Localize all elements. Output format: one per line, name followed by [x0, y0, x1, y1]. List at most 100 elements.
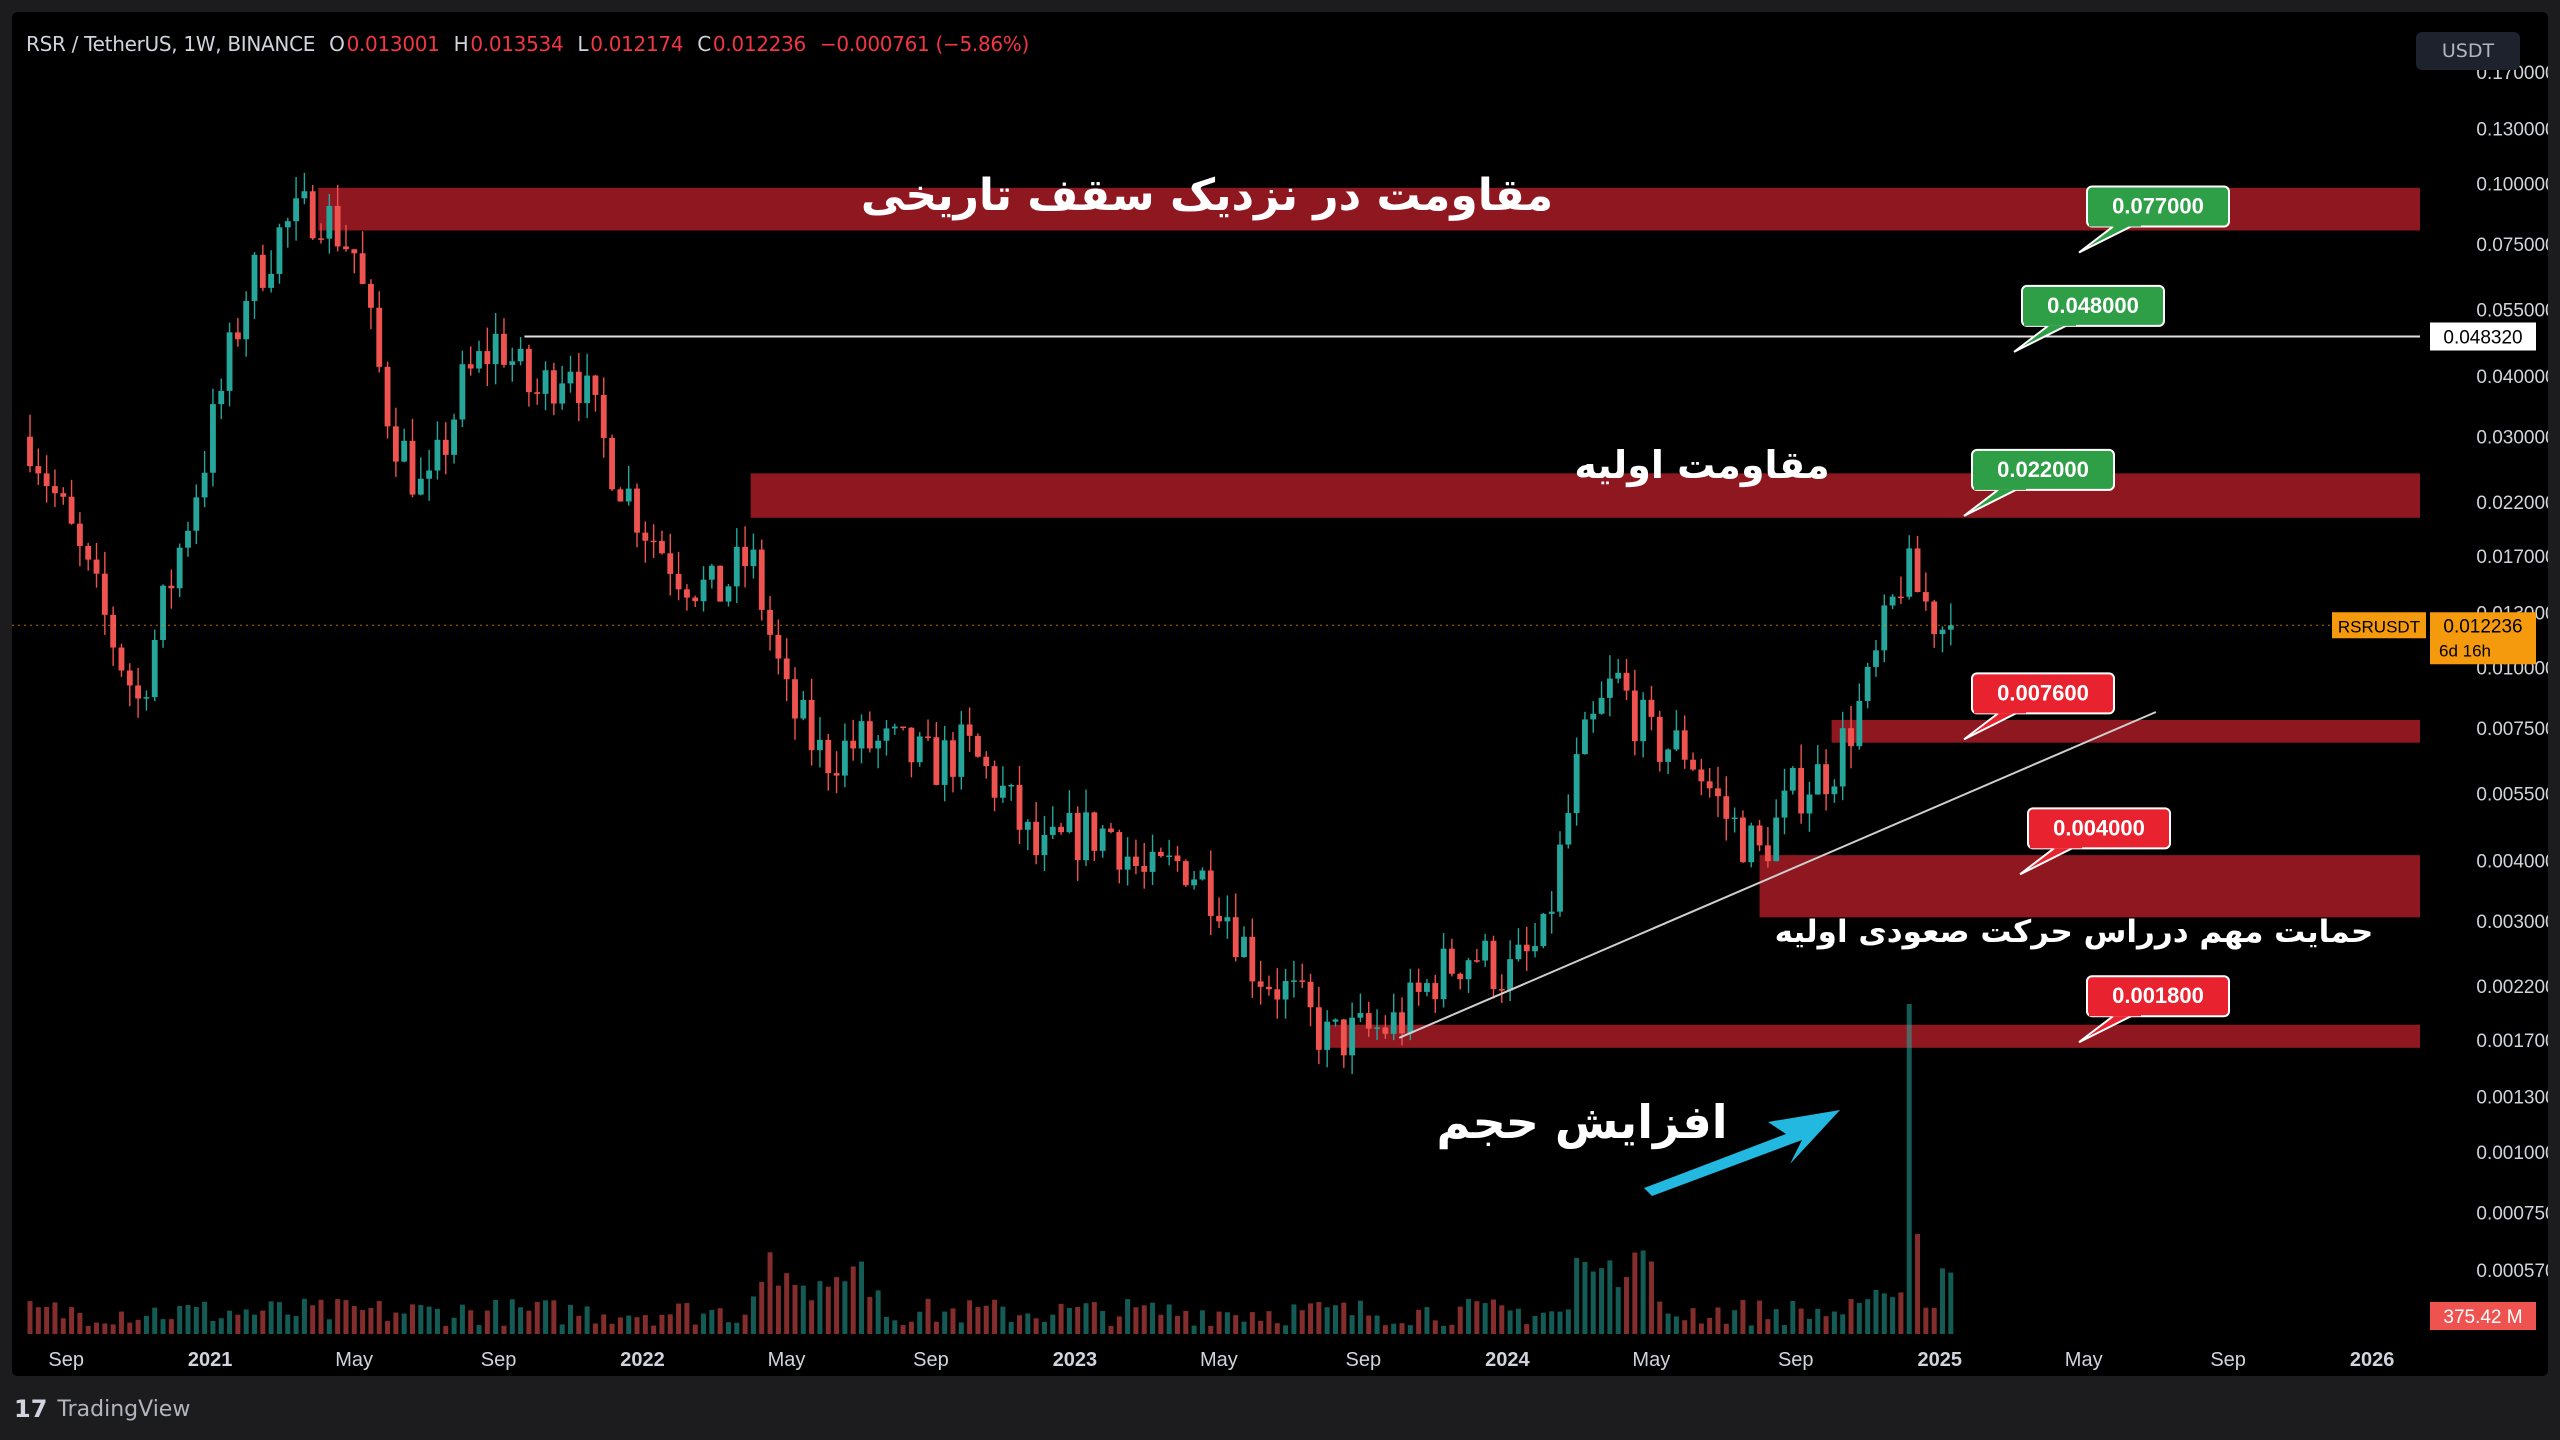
- candle-body: [1814, 764, 1821, 795]
- volume-bar: [1790, 1300, 1796, 1334]
- candle-body: [1789, 767, 1796, 791]
- volume-bar: [1707, 1317, 1713, 1334]
- candle-body: [1133, 856, 1139, 867]
- volume-bar: [227, 1310, 233, 1334]
- candle-body: [293, 198, 299, 222]
- volume-bar: [1615, 1287, 1621, 1334]
- currency-button[interactable]: USDT: [2416, 32, 2520, 70]
- candle-body: [625, 488, 632, 502]
- volume-bar: [476, 1325, 482, 1334]
- price-axis-tick: 0.000570: [2476, 1261, 2548, 1282]
- volume-bar: [1948, 1272, 1954, 1334]
- footer-branding[interactable]: 17 TradingView: [14, 1384, 190, 1434]
- volume-bar: [85, 1325, 91, 1334]
- candle-body: [1083, 812, 1089, 861]
- candle-body: [1864, 666, 1871, 701]
- volume-bar: [534, 1301, 540, 1334]
- candle-body: [318, 238, 324, 240]
- volume-bar: [908, 1321, 914, 1334]
- volume-bar: [1441, 1325, 1447, 1334]
- candle-body: [966, 724, 973, 736]
- volume-bar: [576, 1315, 582, 1334]
- volume-bar: [135, 1319, 141, 1334]
- volume-bar: [692, 1324, 698, 1334]
- volume-bar: [1940, 1268, 1945, 1334]
- candle-body: [1922, 592, 1929, 602]
- candle-body: [1582, 719, 1588, 755]
- volume-bar: [1416, 1309, 1422, 1334]
- price-label-pointer: [1963, 489, 2017, 517]
- candle-body: [218, 390, 225, 405]
- volume-bar: [1266, 1311, 1272, 1334]
- candle-body: [193, 497, 200, 531]
- candle-body: [526, 348, 532, 393]
- volume-bar: [1391, 1323, 1397, 1334]
- volume-bar: [759, 1281, 765, 1334]
- volume-bar: [468, 1310, 474, 1334]
- candle-body: [1307, 981, 1314, 1008]
- candle-body: [758, 549, 765, 610]
- price-axis-tick: 0.055000: [2476, 300, 2548, 321]
- volume-bar: [1906, 1004, 1912, 1334]
- candle-body: [1282, 981, 1289, 1000]
- candle-body: [101, 573, 108, 615]
- candle-body: [417, 478, 424, 495]
- volume-bar: [1840, 1314, 1846, 1334]
- candle-body: [559, 383, 566, 404]
- volume-bar: [1915, 1234, 1921, 1334]
- candle-body: [708, 565, 715, 580]
- price-axis-tick: 0.030000: [2476, 428, 2548, 449]
- candle-body: [251, 254, 258, 301]
- candle-body: [642, 532, 649, 541]
- volume-bar: [1765, 1319, 1771, 1334]
- price-axis-tick: 0.004000: [2476, 851, 2548, 872]
- candle-body: [1448, 948, 1455, 974]
- volume-bar: [318, 1299, 324, 1334]
- volume-bar: [875, 1290, 881, 1334]
- candle-body: [683, 589, 690, 598]
- price-chart[interactable]: 0.077000 0.048000 0.022000 0.007600 0.004000…: [12, 12, 2548, 1376]
- volume-value-tag: [2430, 1302, 2536, 1330]
- volume-bar: [1582, 1262, 1588, 1334]
- candle-body: [850, 740, 857, 749]
- candle-body: [1906, 548, 1913, 597]
- volume-bar: [1125, 1299, 1131, 1334]
- time-axis-tick: Sep: [913, 1349, 949, 1371]
- close-label: C: [697, 32, 711, 56]
- candle-body: [226, 332, 233, 391]
- volume-bar: [717, 1308, 723, 1334]
- volume-bar: [551, 1300, 557, 1334]
- volume-bar: [385, 1320, 391, 1334]
- candle-body: [1157, 851, 1164, 857]
- zone-key-support: [1759, 855, 2420, 918]
- volume-bar: [1648, 1261, 1654, 1334]
- volume-bar: [933, 1321, 939, 1334]
- price-axis[interactable]: [2426, 12, 2548, 1376]
- candle-body: [185, 530, 191, 548]
- price-label-pointer: [1963, 712, 2017, 741]
- volume-bar: [1432, 1320, 1438, 1334]
- candle-body: [1698, 769, 1705, 782]
- time-axis-tick: Sep: [481, 1349, 517, 1371]
- chart-area[interactable]: 0.077000 0.048000 0.022000 0.007600 0.004000…: [12, 12, 2548, 1376]
- trend-line[interactable]: [1398, 711, 2157, 1039]
- volume-bar: [725, 1322, 731, 1334]
- candle-body: [983, 756, 990, 767]
- volume-bar: [268, 1301, 274, 1334]
- candle-body: [1523, 944, 1530, 952]
- time-axis-tick: 2026: [2350, 1349, 2395, 1371]
- time-axis[interactable]: [12, 1342, 2548, 1376]
- volume-bar: [1798, 1308, 1804, 1334]
- time-axis-tick: May: [1200, 1349, 1238, 1371]
- volume-bar: [958, 1322, 964, 1334]
- volume-bar: [1782, 1325, 1788, 1334]
- candle-body: [700, 579, 707, 602]
- volume-bar: [1158, 1314, 1164, 1334]
- volume-bar: [1757, 1300, 1763, 1334]
- candle-body: [1781, 790, 1788, 818]
- candle-body: [517, 348, 524, 362]
- candle-body: [68, 496, 75, 524]
- candle-body: [476, 351, 482, 369]
- low-value: 0.012174: [590, 32, 684, 56]
- candle-body: [1207, 870, 1214, 916]
